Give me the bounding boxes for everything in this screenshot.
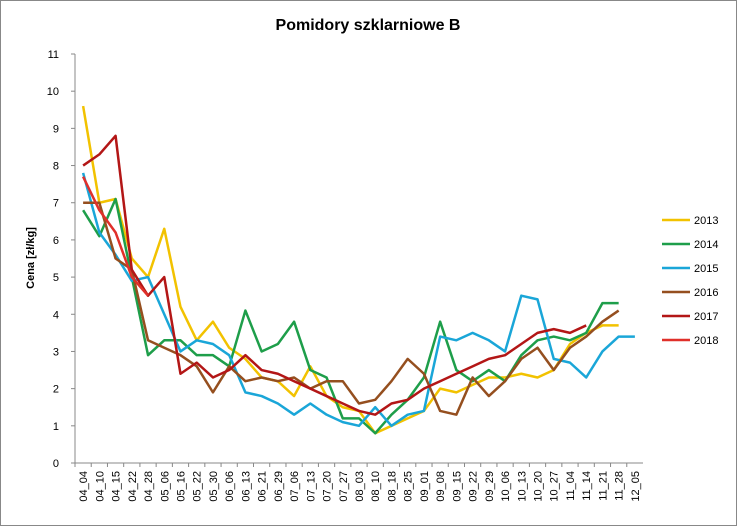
x-tick-label: 07_20 — [322, 471, 334, 502]
x-tick-label: 08_03 — [354, 471, 366, 502]
y-axis-label: Cena [zł/kg] — [25, 227, 37, 289]
x-tick-label: 09_22 — [468, 471, 480, 502]
x-tick-label: 05_06 — [159, 471, 171, 502]
series-line — [83, 201, 620, 416]
x-tick-label: 05_16 — [175, 471, 187, 502]
y-tick-label: 7 — [53, 198, 59, 210]
x-tick-label: 08_18 — [386, 471, 398, 502]
legend-label: 2017 — [694, 311, 718, 323]
x-tick-label: 10_27 — [549, 471, 561, 502]
series-line — [82, 197, 619, 435]
x-tick-label: 07_13 — [305, 471, 317, 502]
series-line — [81, 176, 149, 297]
x-tick-label: 04_28 — [143, 471, 155, 502]
legend-label: 2018 — [694, 335, 718, 347]
y-tick-label: 3 — [53, 346, 59, 358]
y-tick-label: 4 — [53, 309, 59, 321]
x-tick-label: 09_15 — [451, 471, 463, 502]
x-tick-label: 12_05 — [630, 471, 642, 502]
x-tick-label: 04_10 — [94, 471, 106, 502]
x-tick-label: 10_13 — [516, 471, 528, 502]
legend-label: 2016 — [694, 287, 718, 299]
x-tick-label: 06_13 — [240, 471, 252, 502]
y-tick-label: 11 — [48, 49, 59, 61]
x-tick-label: 10_20 — [533, 471, 545, 502]
x-tick-label: 04_04 — [78, 471, 90, 502]
x-tick-label: 08_10 — [370, 471, 382, 502]
x-tick-label: 11_21 — [597, 471, 609, 501]
x-tick-label: 07_06 — [289, 471, 301, 502]
series-line — [82, 134, 587, 416]
y-tick-label: 6 — [53, 235, 59, 247]
x-tick-label: 06_21 — [257, 471, 269, 502]
chart-title: Pomidory szklarniowe B — [276, 17, 461, 34]
legend-label: 2014 — [694, 239, 718, 251]
x-tick-label: 11_28 — [614, 471, 626, 501]
x-tick-label: 10_06 — [500, 471, 512, 502]
x-tick-label: 05_30 — [208, 471, 220, 502]
y-tick-label: 10 — [47, 86, 59, 98]
x-tick-label: 07_27 — [338, 471, 350, 502]
x-tick-label: 09_29 — [484, 471, 496, 502]
y-tick-label: 2 — [53, 384, 59, 396]
x-tick-label: 06_06 — [224, 471, 236, 502]
series-line — [81, 105, 619, 435]
x-tick-label: 04_15 — [111, 471, 123, 502]
y-tick-label: 8 — [53, 161, 59, 173]
x-tick-label: 09_08 — [435, 471, 447, 502]
y-tick-label: 5 — [53, 272, 59, 284]
x-tick-label: 11_04 — [565, 471, 577, 501]
y-tick-label: 1 — [53, 421, 59, 433]
y-tick-label: 9 — [53, 123, 59, 135]
x-tick-label: 11_14 — [581, 471, 593, 501]
legend-label: 2013 — [694, 215, 718, 227]
y-tick-label: 0 — [53, 458, 59, 470]
x-tick-label: 09_01 — [419, 471, 431, 502]
x-tick-label: 08_25 — [403, 471, 415, 502]
x-tick-label: 06_29 — [273, 471, 285, 502]
x-tick-label: 04_22 — [127, 471, 139, 502]
x-tick-label: 05_22 — [192, 471, 204, 502]
legend-label: 2015 — [694, 263, 718, 275]
